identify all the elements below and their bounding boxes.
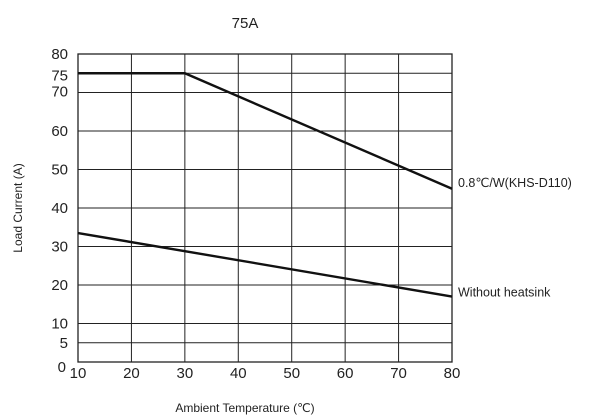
- y-tick-label: 40: [51, 200, 68, 217]
- x-tick-label: 30: [177, 365, 194, 382]
- series-line-2: [77, 231, 453, 298]
- x-tick-label: 80: [444, 365, 461, 382]
- y-tick-label: 5: [60, 335, 68, 352]
- x-tick-label: 50: [283, 365, 300, 382]
- x-tick-label: 20: [123, 365, 140, 382]
- grid: [78, 54, 452, 362]
- series-lines: [77, 72, 453, 298]
- y-axis-label: Load Current (A): [11, 163, 25, 252]
- x-tick-label: 70: [390, 365, 407, 382]
- chart-title: 75A: [232, 15, 259, 32]
- y-tick-label: 20: [51, 277, 68, 294]
- y-tick-label: 0: [58, 359, 66, 376]
- y-tick-label: 10: [51, 316, 68, 333]
- y-tick-label: 80: [51, 46, 68, 63]
- series-label-1: 0.8℃/W(KHS-D110): [458, 176, 572, 190]
- series-labels: 0.8℃/W(KHS-D110) Without heatsink: [458, 176, 572, 300]
- y-tick-label: 75: [51, 67, 68, 84]
- x-axis-label: Ambient Temperature (℃): [175, 401, 314, 415]
- y-tick-label: 70: [51, 84, 68, 101]
- x-tick-label: 10: [70, 365, 87, 382]
- plot-frame: [77, 53, 453, 363]
- y-tick-label: 30: [51, 239, 68, 256]
- y-tick-label: 60: [51, 123, 68, 140]
- series-line-1: [78, 72, 453, 190]
- x-tick-label: 40: [230, 365, 247, 382]
- y-tick-label: 50: [51, 162, 68, 179]
- series-label-2: Without heatsink: [458, 286, 551, 300]
- x-tick-label: 60: [337, 365, 354, 382]
